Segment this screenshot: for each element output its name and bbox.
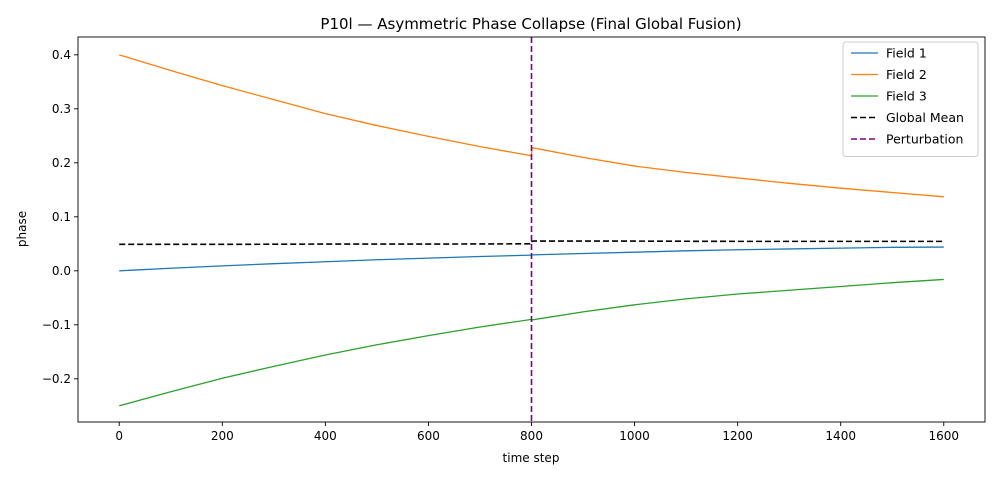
x-tick-label: 1200 — [722, 429, 753, 443]
y-tick-label: 0.4 — [52, 48, 71, 62]
x-tick-label: 600 — [417, 429, 440, 443]
legend-label-global-mean: Global Mean — [886, 110, 964, 125]
y-axis-label: phase — [15, 211, 29, 247]
y-tick-label: 0.3 — [52, 102, 71, 116]
x-tick-label: 0 — [115, 429, 123, 443]
y-tick-label: −0.2 — [42, 372, 71, 386]
legend-label-field-3: Field 3 — [886, 89, 927, 104]
y-tick-label: 0.2 — [52, 156, 71, 170]
x-tick-label: 1600 — [928, 429, 959, 443]
x-tick-label: 200 — [211, 429, 234, 443]
y-tick-label: −0.1 — [42, 318, 71, 332]
x-tick-label: 1400 — [825, 429, 856, 443]
legend: Field 1 Field 2 Field 3 Global Mean Perturba… — [843, 42, 978, 157]
y-tick-label: 0.1 — [52, 210, 71, 224]
legend-label-field-1: Field 1 — [886, 46, 927, 61]
legend-label-field-2: Field 2 — [886, 67, 927, 82]
x-tick-label: 1000 — [619, 429, 650, 443]
x-tick-label: 800 — [520, 429, 543, 443]
y-tick-label: 0.0 — [52, 264, 71, 278]
x-axis-label: time step — [503, 451, 560, 465]
x-tick-label: 400 — [314, 429, 337, 443]
legend-label-perturbation: Perturbation — [886, 132, 963, 147]
chart-title: P10l — Asymmetric Phase Collapse (Final … — [320, 15, 741, 33]
